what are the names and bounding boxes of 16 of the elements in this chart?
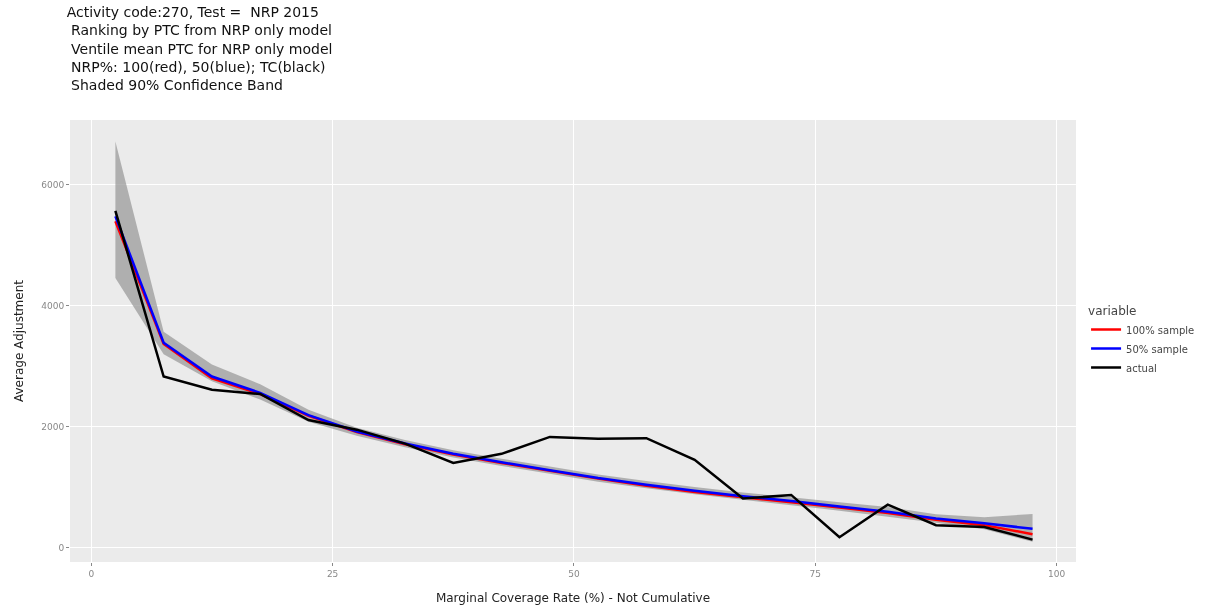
x-tick-label: 100 [1048, 568, 1066, 579]
y-tick-label: 6000 [41, 180, 65, 191]
y-tick-label: 0 [58, 542, 65, 553]
legend-label: 50% sample [1126, 343, 1188, 355]
y-axis-title: Average Adjustment [11, 279, 26, 402]
y-tick-label: 2000 [41, 421, 65, 432]
legend-label: actual [1126, 362, 1157, 374]
x-axis-title: Marginal Coverage Rate (%) - Not Cumulative [435, 590, 711, 605]
chart-title: Activity code:270, Test = NRP 2015 Ranking by PTC from NRP only model Ventile mean PTC for NRP only model NRP%: 100(red), 50(blue); TC(black) Shaded 90% Confidence Band [66, 4, 333, 93]
y-tick-label: 4000 [41, 300, 65, 311]
x-tick-label: 50 [568, 568, 580, 579]
legend-label: 100% sample [1126, 324, 1195, 336]
x-tick-label: 75 [809, 568, 822, 579]
x-tick-label: 25 [326, 568, 339, 579]
x-tick-label: 0 [88, 568, 95, 579]
legend-title: variable [1088, 304, 1137, 319]
